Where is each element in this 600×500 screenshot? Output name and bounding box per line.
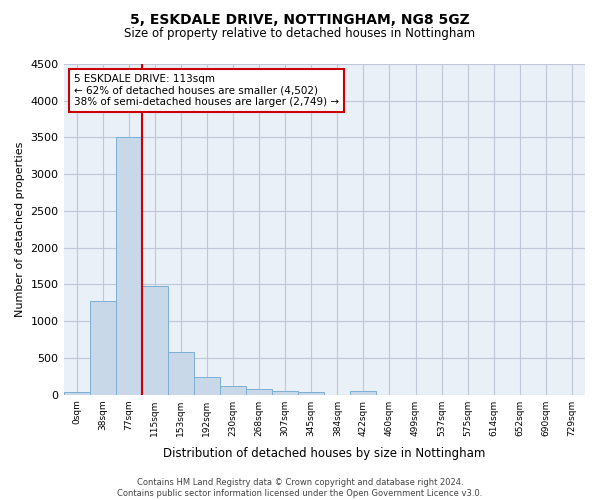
Bar bbox=[64, 392, 89, 394]
Text: Contains HM Land Registry data © Crown copyright and database right 2024.
Contai: Contains HM Land Registry data © Crown c… bbox=[118, 478, 482, 498]
Bar bbox=[350, 392, 376, 394]
Y-axis label: Number of detached properties: Number of detached properties bbox=[15, 142, 25, 317]
Bar bbox=[194, 377, 220, 394]
Bar bbox=[246, 389, 272, 394]
Text: 5, ESKDALE DRIVE, NOTTINGHAM, NG8 5GZ: 5, ESKDALE DRIVE, NOTTINGHAM, NG8 5GZ bbox=[130, 12, 470, 26]
X-axis label: Distribution of detached houses by size in Nottingham: Distribution of detached houses by size … bbox=[163, 447, 485, 460]
Bar bbox=[272, 390, 298, 394]
Text: Size of property relative to detached houses in Nottingham: Size of property relative to detached ho… bbox=[124, 28, 476, 40]
Bar bbox=[142, 286, 168, 395]
Bar bbox=[220, 386, 246, 394]
Bar bbox=[168, 352, 194, 395]
Text: 5 ESKDALE DRIVE: 113sqm
← 62% of detached houses are smaller (4,502)
38% of semi: 5 ESKDALE DRIVE: 113sqm ← 62% of detache… bbox=[74, 74, 339, 107]
Bar bbox=[89, 302, 116, 394]
Bar bbox=[298, 392, 324, 394]
Bar bbox=[116, 138, 142, 394]
